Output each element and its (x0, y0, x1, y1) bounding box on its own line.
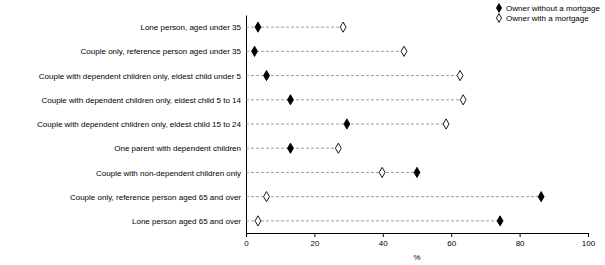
dot (443, 119, 449, 129)
y-tick: Couple with dependent children only, eld… (37, 120, 246, 129)
y-tick: Couple with dependent children only, eld… (41, 96, 246, 105)
legend-item: Owner with a mortgage (496, 14, 589, 23)
dot (288, 95, 294, 105)
legend-label: Owner with a mortgage (506, 14, 589, 23)
guide-line (246, 99, 463, 100)
legend-symbol (496, 14, 501, 23)
y-tick-label: Couple with dependent children only, eld… (37, 120, 242, 129)
x-tick-mark (520, 233, 521, 237)
x-tick: 0 (244, 233, 249, 248)
dot (497, 216, 503, 226)
y-tick-label: Couple only, reference person aged 65 an… (70, 193, 241, 202)
guide-line (246, 172, 417, 173)
y-tick-label: Couple with non-dependent children only (96, 169, 241, 178)
y-tick: Lone person aged 65 and over (132, 217, 246, 226)
x-tick-mark (246, 233, 247, 237)
y-tick: One parent with dependent children (114, 144, 246, 153)
guide-line (246, 196, 541, 197)
y-tick-label: Lone person aged 65 and over (132, 217, 241, 226)
dot (457, 70, 463, 80)
dot (255, 216, 261, 226)
dot (414, 167, 420, 177)
legend-label: Owner without a mortgage (506, 4, 600, 13)
x-tick-mark (383, 233, 384, 237)
dot (401, 46, 407, 56)
x-tick: 40 (379, 233, 388, 248)
legend: Owner without a mortgageOwner with a mor… (496, 4, 600, 23)
guide-line (246, 51, 404, 52)
dot (340, 22, 346, 32)
x-tick-mark (314, 233, 315, 237)
y-tick: Couple only, reference person aged 65 an… (70, 193, 246, 202)
x-tick-label: 20 (310, 239, 319, 248)
dot (344, 119, 350, 129)
x-tick: 60 (447, 233, 456, 248)
dot (379, 167, 385, 177)
x-tick-mark (588, 233, 589, 237)
guide-line (246, 220, 500, 221)
x-tick: 100 (582, 233, 596, 248)
plot: 0 20 40 60 80 100 Lone person, aged under 35 Co… (37, 16, 596, 263)
x-tick-label: 100 (582, 239, 596, 248)
y-tick: Couple only, reference person aged under… (81, 47, 246, 56)
x-tick-label: 40 (379, 239, 388, 248)
y-tick: Couple with dependent children only, eld… (39, 72, 246, 81)
y-axis-line (246, 16, 247, 234)
dot (288, 143, 294, 153)
y-tick-label: Lone person, aged under 35 (140, 23, 241, 32)
x-tick-label: 80 (516, 239, 525, 248)
x-axis: 0 20 40 60 80 100 (244, 233, 595, 248)
y-tick-label: One parent with dependent children (114, 144, 241, 153)
x-tick: 80 (516, 233, 525, 248)
dot (538, 192, 544, 202)
dot (335, 143, 341, 153)
y-tick-label: Couple with dependent children only, eld… (41, 96, 241, 105)
y-tick: Lone person, aged under 35 (140, 23, 246, 32)
y-tick-label: Couple only, reference person aged under… (81, 47, 242, 56)
legend-symbol (496, 4, 501, 13)
y-axis: Lone person, aged under 35 Couple only, r… (37, 16, 247, 234)
dot (460, 95, 466, 105)
dot (264, 192, 270, 202)
guide-line (246, 75, 460, 76)
y-tick: Couple with non-dependent children only (96, 169, 246, 178)
x-axis-line (247, 233, 589, 234)
x-tick-mark (451, 233, 452, 237)
x-tick-label: 60 (447, 239, 456, 248)
dot (252, 46, 258, 56)
dot (264, 70, 270, 80)
dot (255, 22, 261, 32)
x-axis-title: % (413, 253, 420, 262)
marks (246, 22, 544, 226)
legend-item: Owner without a mortgage (496, 4, 600, 13)
x-tick-label: 0 (244, 239, 249, 248)
x-tick: 20 (310, 233, 319, 248)
y-tick-label: Couple with dependent children only, eld… (39, 72, 242, 81)
